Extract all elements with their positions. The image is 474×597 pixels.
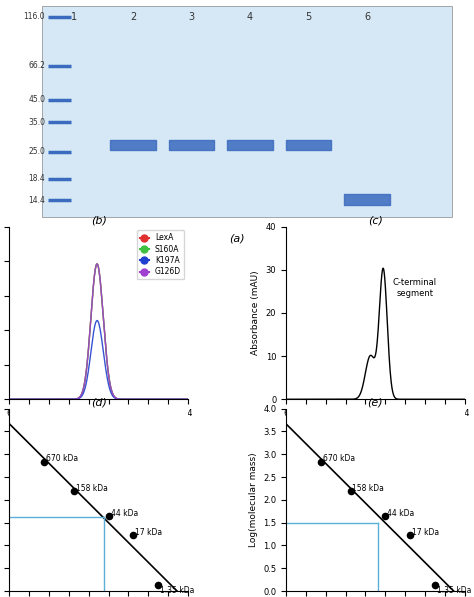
Text: 670 kDa: 670 kDa bbox=[46, 454, 78, 463]
Point bbox=[155, 580, 162, 590]
FancyBboxPatch shape bbox=[42, 6, 452, 217]
Text: 17 kDa: 17 kDa bbox=[136, 528, 163, 537]
Text: 158 kDa: 158 kDa bbox=[353, 484, 384, 493]
Text: 45.0: 45.0 bbox=[28, 96, 45, 104]
Point bbox=[431, 580, 438, 590]
Text: 35.0: 35.0 bbox=[28, 118, 45, 127]
Text: 5: 5 bbox=[305, 13, 311, 22]
Title: (d): (d) bbox=[91, 398, 107, 408]
Text: 6: 6 bbox=[364, 13, 370, 22]
Legend: LexA, S160A, K197A, G126D: LexA, S160A, K197A, G126D bbox=[137, 230, 184, 279]
Point bbox=[70, 486, 78, 496]
Text: 66.2: 66.2 bbox=[28, 61, 45, 70]
Point bbox=[105, 512, 112, 521]
Point bbox=[406, 530, 414, 540]
Title: (c): (c) bbox=[368, 216, 383, 226]
X-axis label: Elution volume (ml): Elution volume (ml) bbox=[54, 423, 143, 433]
Text: 670 kDa: 670 kDa bbox=[323, 454, 355, 463]
Text: 2: 2 bbox=[130, 13, 136, 22]
Text: 1.35 kDa: 1.35 kDa bbox=[437, 586, 471, 595]
Text: 116.0: 116.0 bbox=[24, 12, 45, 21]
Y-axis label: Absorbance (mAU): Absorbance (mAU) bbox=[251, 270, 260, 355]
Point bbox=[129, 530, 137, 540]
Text: 44 kDa: 44 kDa bbox=[110, 509, 138, 518]
Title: (b): (b) bbox=[91, 216, 107, 226]
Point bbox=[40, 457, 48, 467]
Title: (e): (e) bbox=[367, 398, 383, 408]
Text: 158 kDa: 158 kDa bbox=[76, 484, 108, 493]
Text: 25.0: 25.0 bbox=[28, 147, 45, 156]
Text: 17 kDa: 17 kDa bbox=[412, 528, 439, 537]
Text: C-terminal
segment: C-terminal segment bbox=[393, 278, 437, 298]
Y-axis label: Log(molecular mass): Log(molecular mass) bbox=[248, 453, 257, 547]
Text: 18.4: 18.4 bbox=[28, 174, 45, 183]
Point bbox=[382, 512, 389, 521]
Text: (a): (a) bbox=[229, 234, 245, 244]
Point bbox=[317, 457, 325, 467]
Text: 44 kDa: 44 kDa bbox=[387, 509, 414, 518]
Text: 4: 4 bbox=[247, 13, 253, 22]
Point bbox=[346, 486, 354, 496]
Text: 3: 3 bbox=[189, 13, 194, 22]
Text: 1.35 kDa: 1.35 kDa bbox=[160, 586, 194, 595]
Text: 14.4: 14.4 bbox=[28, 196, 45, 205]
X-axis label: Elution volume (ml): Elution volume (ml) bbox=[331, 423, 420, 433]
Text: 1: 1 bbox=[72, 13, 78, 22]
